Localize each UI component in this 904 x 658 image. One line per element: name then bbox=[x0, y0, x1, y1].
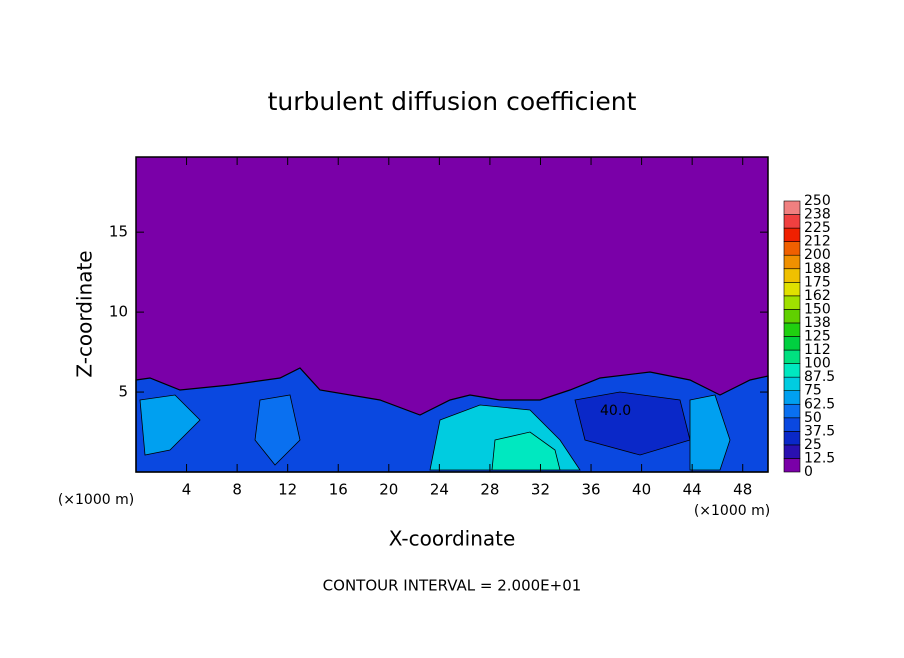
colorbar-swatch bbox=[783, 431, 801, 446]
colorbar-swatch bbox=[783, 309, 801, 324]
x-unit-label: (×1000 m) bbox=[58, 492, 134, 508]
field-region bbox=[491, 431, 561, 471]
colorbar-swatch bbox=[783, 417, 801, 432]
x-tick-label: 32 bbox=[531, 481, 550, 499]
colorbar-label: 37.5 bbox=[804, 423, 835, 439]
colorbar-label: 62.5 bbox=[804, 396, 835, 412]
x-tick-label: 16 bbox=[329, 481, 348, 499]
colorbar-label: 125 bbox=[804, 329, 831, 345]
y-tick-label: 5 bbox=[118, 383, 128, 401]
colorbar-label: 75 bbox=[804, 383, 822, 399]
colorbar-label: 225 bbox=[804, 220, 831, 236]
colorbar-swatch bbox=[783, 322, 801, 337]
y-tick-label: 15 bbox=[109, 223, 128, 241]
colorbar-label: 150 bbox=[804, 301, 831, 317]
x-tick-label: 36 bbox=[581, 481, 600, 499]
colorbar-label: 175 bbox=[804, 274, 831, 290]
y-tick-label: 10 bbox=[109, 303, 128, 321]
colorbar-label: 50 bbox=[804, 410, 822, 426]
field: 40.0 bbox=[135, 157, 769, 473]
x-tick-label: 8 bbox=[232, 481, 242, 499]
colorbar-swatch bbox=[783, 227, 801, 242]
colorbar-label: 0 bbox=[804, 464, 813, 480]
colorbar-swatch bbox=[783, 295, 801, 310]
x-unit-label: (×1000 m) bbox=[694, 503, 770, 519]
x-tick-label: 4 bbox=[182, 481, 192, 499]
colorbar-label: 238 bbox=[804, 207, 831, 223]
colorbar-swatch bbox=[783, 458, 801, 473]
colorbar-swatch bbox=[783, 200, 801, 215]
colorbar-label: 212 bbox=[804, 234, 831, 250]
x-tick-label: 28 bbox=[480, 481, 499, 499]
colorbar-swatch bbox=[783, 241, 801, 256]
x-tick-label: 12 bbox=[278, 481, 297, 499]
x-tick-label: 48 bbox=[733, 481, 752, 499]
field-region bbox=[689, 394, 731, 471]
colorbar-swatch bbox=[783, 363, 801, 378]
colorbar-swatch bbox=[783, 336, 801, 351]
colorbar-swatch bbox=[783, 214, 801, 229]
colorbar-label: 188 bbox=[804, 261, 831, 277]
colorbar-label: 25 bbox=[804, 437, 822, 453]
x-tick-label: 44 bbox=[683, 481, 702, 499]
x-tick-label: 24 bbox=[430, 481, 449, 499]
colorbar-label: 87.5 bbox=[804, 369, 835, 385]
plot-frame bbox=[135, 156, 769, 473]
colorbar-swatch bbox=[783, 254, 801, 270]
footer: CONTOUR INTERVAL = 2.000E+01 bbox=[323, 577, 582, 595]
colorbar-label: 112 bbox=[804, 342, 831, 358]
colorbar-label: 12.5 bbox=[804, 450, 835, 466]
x-tick-label: 20 bbox=[379, 481, 398, 499]
contour-label: 40.0 bbox=[600, 403, 631, 419]
colorbar-label: 138 bbox=[804, 315, 831, 331]
colorbar-swatch bbox=[783, 403, 801, 419]
colorbar-swatch bbox=[783, 268, 801, 283]
colorbar-label: 162 bbox=[804, 288, 831, 304]
chart-title: turbulent diffusion coefficient bbox=[268, 87, 637, 116]
colorbar-swatch bbox=[783, 390, 801, 405]
colorbar-label: 100 bbox=[804, 356, 831, 372]
colorbar-swatch bbox=[783, 349, 801, 364]
colorbar-swatch bbox=[783, 444, 801, 459]
x-tick-label: 40 bbox=[632, 481, 651, 499]
field-region bbox=[139, 394, 201, 456]
colorbar-swatch bbox=[783, 376, 801, 391]
field-region bbox=[254, 394, 301, 466]
colorbar-label: 250 bbox=[804, 193, 831, 209]
colorbar-label: 200 bbox=[804, 247, 831, 263]
y-axis-label: Z-coordinate bbox=[73, 250, 97, 377]
x-axis-label: X-coordinate bbox=[389, 527, 516, 551]
colorbar-swatch bbox=[783, 281, 801, 297]
